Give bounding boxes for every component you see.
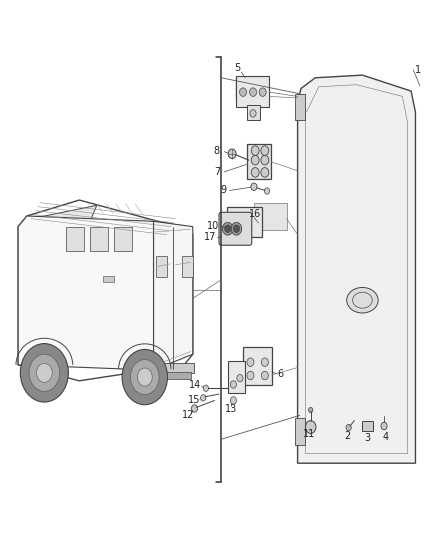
Ellipse shape [347,287,378,313]
Bar [295,418,305,445]
Text: 17: 17 [204,232,216,242]
Bar [103,276,114,282]
Circle shape [251,183,257,190]
Circle shape [346,424,351,431]
Text: 16: 16 [249,209,261,220]
Text: 11: 11 [303,429,315,439]
Bar [254,203,287,230]
Circle shape [251,167,259,177]
Circle shape [131,360,159,394]
Circle shape [251,156,259,165]
Bar [228,361,245,393]
Text: 2: 2 [345,431,351,441]
Polygon shape [297,75,416,463]
Circle shape [261,146,269,156]
Text: 6: 6 [277,369,283,379]
Circle shape [250,88,257,96]
Circle shape [237,374,243,382]
Polygon shape [153,221,193,370]
Bar [90,227,108,251]
Circle shape [305,421,316,433]
Text: 8: 8 [214,146,220,156]
Circle shape [261,358,268,367]
Bar [158,372,191,379]
Circle shape [381,422,387,430]
Text: 15: 15 [188,395,200,406]
Text: 4: 4 [382,432,389,442]
FancyBboxPatch shape [219,212,252,245]
Circle shape [251,146,259,156]
Text: 13: 13 [225,404,237,414]
Circle shape [261,167,269,177]
Circle shape [225,225,231,232]
Circle shape [259,88,266,96]
Circle shape [247,358,254,367]
Circle shape [230,397,237,404]
Circle shape [228,149,236,159]
Bar [247,144,272,179]
Circle shape [261,156,269,165]
Circle shape [122,350,167,405]
Text: 9: 9 [220,185,226,196]
Bar [66,227,84,251]
Bar [295,94,305,120]
Bar [155,256,166,277]
Circle shape [191,405,198,412]
Bar [153,364,194,373]
Bar [237,76,269,107]
Bar [244,348,272,384]
Circle shape [247,371,254,379]
Text: 10: 10 [207,221,219,231]
Circle shape [261,371,268,379]
Circle shape [201,394,206,401]
Circle shape [240,88,247,96]
Circle shape [29,354,60,391]
Bar [182,256,193,277]
Text: 7: 7 [215,167,221,177]
Circle shape [36,364,52,382]
Polygon shape [18,216,153,370]
Circle shape [231,222,242,235]
Circle shape [138,368,152,386]
Circle shape [308,407,313,413]
Circle shape [233,225,240,232]
Circle shape [20,344,68,402]
Circle shape [250,110,256,117]
Circle shape [223,222,233,235]
Bar [362,421,373,431]
Text: 14: 14 [189,379,201,390]
Text: 3: 3 [364,433,371,443]
Text: 5: 5 [235,63,241,73]
Circle shape [203,385,208,391]
Polygon shape [27,205,97,245]
Bar [247,106,260,120]
Bar [114,227,132,251]
Text: 12: 12 [182,410,194,421]
Circle shape [230,381,237,388]
Bar [227,207,262,237]
Circle shape [265,188,270,194]
Text: 1: 1 [415,65,421,75]
